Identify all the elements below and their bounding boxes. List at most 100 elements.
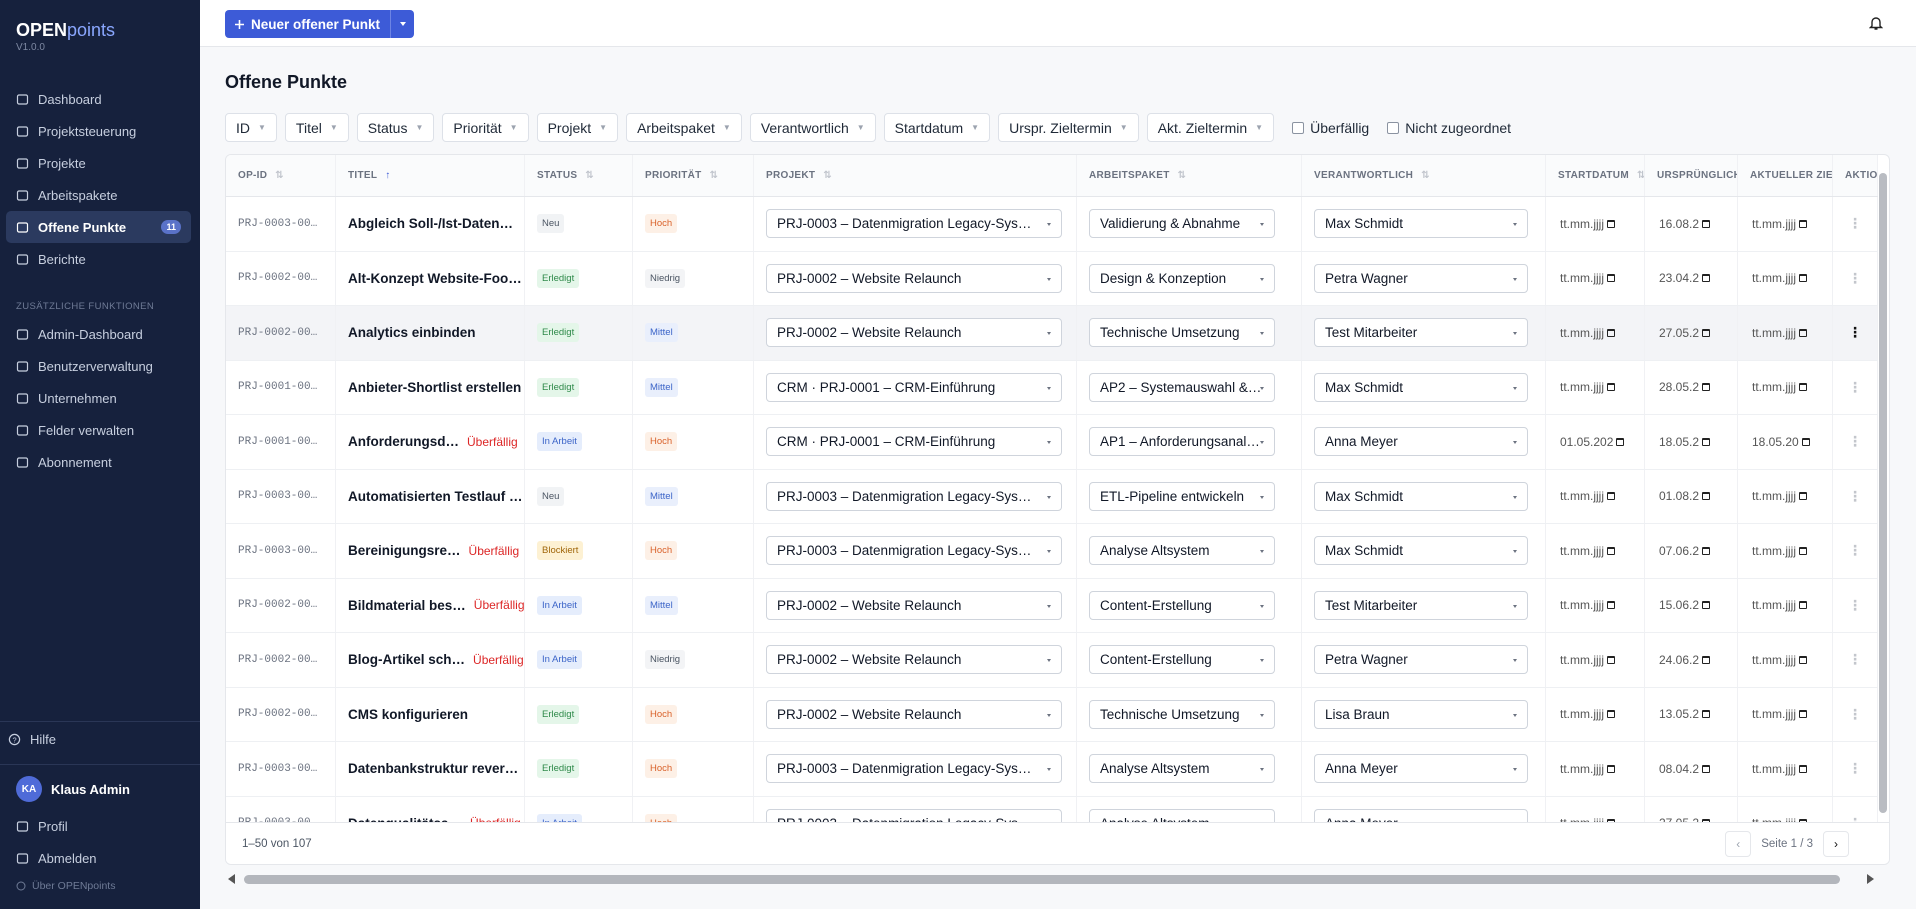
new-dropdown[interactable] (390, 10, 415, 38)
select[interactable]: ETL-Pipeline entwickeln (1089, 481, 1275, 511)
select[interactable]: PRJ-0002 – Website Relaunch (766, 699, 1062, 729)
action-menu[interactable]: ⋮ (1848, 433, 1862, 450)
date-input[interactable]: tt.mm.jjjj (1750, 326, 1807, 340)
action-menu[interactable]: ⋮ (1848, 596, 1862, 613)
column-header[interactable]: TITEL ↑ (336, 155, 525, 196)
date-input[interactable]: 18.05.2 (1657, 435, 1711, 449)
date-input[interactable]: tt.mm.jjjj (1558, 271, 1615, 285)
select[interactable]: CRM · PRJ-0001 – CRM-Einführung (766, 427, 1062, 457)
nav-item[interactable]: Admin-Dashboard (6, 318, 191, 350)
select[interactable]: PRJ-0002 – Website Relaunch (766, 318, 1062, 348)
date-input[interactable]: tt.mm.jjjj (1750, 544, 1807, 558)
select[interactable]: Anna Meyer (1314, 754, 1528, 784)
filter-chip[interactable]: Verantwortlich ▼ (749, 113, 876, 142)
date-input[interactable]: tt.mm.jjjj (1558, 598, 1615, 612)
vertical-scrollbar[interactable] (1879, 173, 1887, 813)
select[interactable]: Lisa Braun (1314, 699, 1528, 729)
select[interactable]: Petra Wagner (1314, 645, 1528, 675)
column-header[interactable]: URSPRÜNGLICH⇅ (1645, 155, 1738, 196)
filter-chip[interactable]: ID ▼ (225, 113, 277, 142)
filter-chip[interactable]: Titel ▼ (284, 113, 349, 142)
date-input[interactable]: tt.mm.jjjj (1750, 489, 1807, 503)
date-input[interactable]: 07.06.2 (1657, 544, 1711, 558)
table-row[interactable]: PRJ-0002-00… Analytics einbinden Erledigt M… (226, 306, 1878, 361)
date-input[interactable]: tt.mm.jjjj (1558, 653, 1615, 667)
select[interactable]: Content-Erstellung (1089, 645, 1275, 675)
select[interactable]: Validierung & Abnahme (1089, 209, 1275, 239)
action-menu[interactable]: ⋮ (1848, 651, 1862, 668)
action-menu[interactable]: ⋮ (1848, 705, 1862, 722)
select[interactable]: PRJ-0003 – Datenmigration Legacy-Sys… (766, 536, 1062, 566)
select[interactable]: PRJ-0002 – Website Relaunch (766, 263, 1062, 293)
filter-checkbox[interactable]: Nicht zugeordnet (1387, 120, 1511, 136)
nav-item[interactable]: Berichte (6, 243, 191, 275)
select[interactable]: Max Schmidt (1314, 481, 1528, 511)
select[interactable]: Content-Erstellung (1089, 590, 1275, 620)
filter-checkbox[interactable]: Überfällig (1292, 120, 1369, 136)
scroll-left[interactable] (228, 874, 236, 884)
table-row[interactable]: PRJ-0003-00 Datenqualitätsa… Überfällig In … (226, 796, 1878, 822)
date-input[interactable]: tt.mm.jjjj (1558, 380, 1615, 394)
date-input[interactable]: tt.mm.jjjj (1750, 816, 1807, 822)
brand[interactable]: OPENpoints (16, 20, 115, 41)
select[interactable]: Test Mitarbeiter (1314, 590, 1528, 620)
date-input[interactable]: 27.05.2 (1657, 326, 1711, 340)
account-item[interactable]: Profil (6, 810, 191, 842)
select[interactable]: Analyse Altsystem (1089, 754, 1275, 784)
new-main[interactable]: Neuer offener Punkt (225, 10, 391, 38)
date-input[interactable]: tt.mm.jjjj (1558, 326, 1615, 340)
date-input[interactable]: tt.mm.jjjj (1558, 544, 1615, 558)
nav-item[interactable]: Arbeitspakete (6, 179, 191, 211)
action-menu[interactable]: ⋮ (1848, 760, 1862, 777)
select[interactable]: Petra Wagner (1314, 263, 1528, 293)
action-menu[interactable]: ⋮ (1848, 269, 1862, 286)
about-link[interactable]: Über OPENpoints (16, 880, 115, 892)
nav-item[interactable]: Projektsteuerung (6, 115, 191, 147)
date-input[interactable]: 01.05.202 (1558, 435, 1625, 449)
select[interactable]: Anna Meyer (1314, 808, 1528, 822)
date-input[interactable]: tt.mm.jjjj (1750, 762, 1807, 776)
column-header[interactable]: AKTUELLER ZIEL⇅ (1738, 155, 1833, 196)
date-input[interactable]: tt.mm.jjjj (1750, 380, 1807, 394)
date-input[interactable]: 01.08.2 (1657, 489, 1711, 503)
column-header[interactable]: PRIORITÄT ⇅ (633, 155, 754, 196)
date-input[interactable]: 16.08.2 (1657, 217, 1711, 231)
date-input[interactable]: tt.mm.jjjj (1558, 489, 1615, 503)
date-input[interactable]: tt.mm.jjjj (1558, 816, 1615, 822)
action-menu[interactable]: ⋮ (1848, 215, 1862, 232)
column-header[interactable]: ARBEITSPAKET ⇅ (1077, 155, 1302, 196)
table-row[interactable]: PRJ-0003-00… Abgleich Soll-/Ist-Daten… Neu… (226, 197, 1878, 252)
select[interactable]: Analyse Altsystem (1089, 808, 1275, 822)
bell[interactable] (1869, 16, 1883, 31)
prev-page[interactable]: ‹ (1725, 831, 1752, 857)
filter-chip[interactable]: Akt. Zieltermin ▼ (1146, 113, 1275, 142)
scroll-right[interactable] (1866, 874, 1874, 884)
action-menu[interactable]: ⋮ (1848, 324, 1862, 341)
select[interactable]: Max Schmidt (1314, 209, 1528, 239)
column-header[interactable]: PROJEKT ⇅ (754, 155, 1077, 196)
table-row[interactable]: PRJ-0003-00… Datenbankstruktur rever… Erle… (226, 742, 1878, 797)
help-link[interactable]: ? Hilfe (6, 723, 191, 755)
table-row[interactable]: PRJ-0002-00… CMS konfigurieren Erledigt Hoc… (226, 687, 1878, 742)
select[interactable]: PRJ-0003 – Datenmigration Legacy-Sys… (766, 754, 1062, 784)
column-header[interactable]: OP-ID ⇅ (226, 155, 336, 196)
date-input[interactable]: tt.mm.jjjj (1750, 707, 1807, 721)
filter-chip[interactable]: Priorität ▼ (442, 113, 529, 142)
select[interactable]: PRJ-0002 – Website Relaunch (766, 645, 1062, 675)
select[interactable]: PRJ-0003 – Datenmigration Legacy-Sys… (766, 808, 1062, 822)
table-row[interactable]: PRJ-0002-00… Alt-Konzept Website-Foo… Erle… (226, 251, 1878, 306)
nav-item[interactable]: Dashboard (6, 83, 191, 115)
action-menu[interactable]: ⋮ (1848, 378, 1862, 395)
date-input[interactable]: 08.04.2 (1657, 762, 1711, 776)
new-button[interactable]: Neuer offener Punkt (225, 10, 415, 38)
table-row[interactable]: PRJ-0003-00… Automatisierten Testlauf … Ne… (226, 469, 1878, 524)
table-row[interactable]: PRJ-0001-00… Anforderungsd… Überfällig In A… (226, 415, 1878, 470)
checkbox[interactable] (1292, 121, 1305, 134)
date-input[interactable]: 28.05.2 (1657, 380, 1711, 394)
nav-item[interactable]: Unternehmen (6, 382, 191, 414)
user[interactable]: KA Klaus Admin (6, 772, 191, 806)
date-input[interactable]: tt.mm.jjjj (1750, 217, 1807, 231)
select[interactable]: AP2 – Systemauswahl &… (1089, 372, 1275, 402)
select[interactable]: Anna Meyer (1314, 427, 1528, 457)
action-menu[interactable]: ⋮ (1848, 542, 1862, 559)
